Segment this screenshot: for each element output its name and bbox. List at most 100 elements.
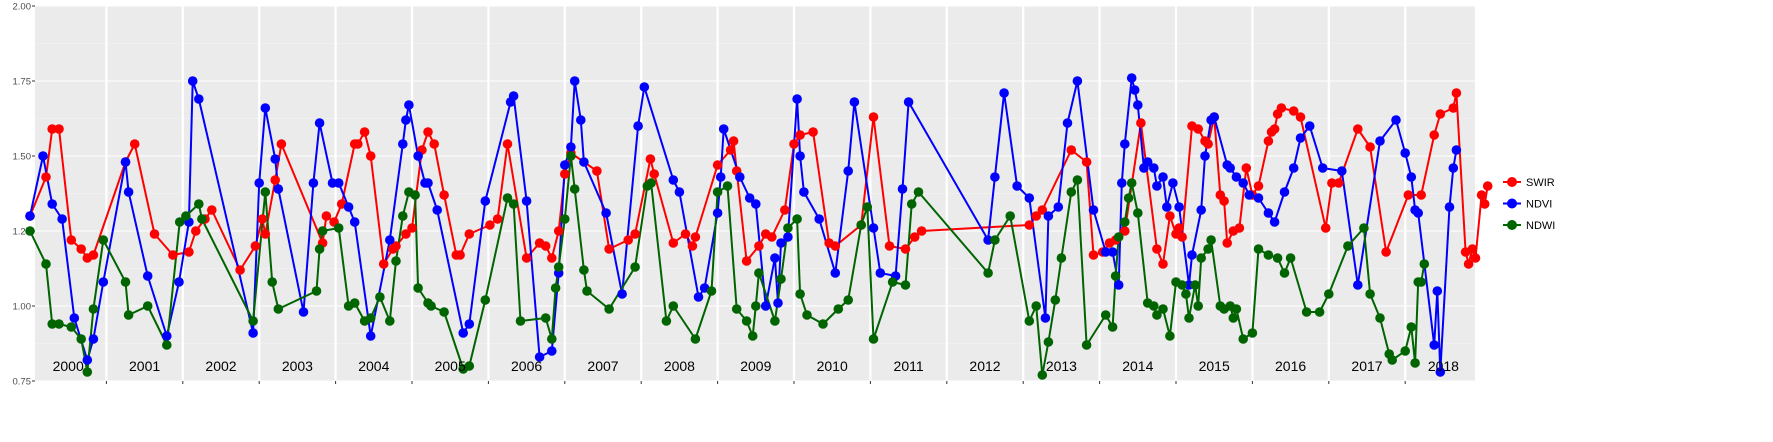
- data-point-swir: [909, 232, 920, 242]
- data-point-swir: [808, 127, 818, 137]
- data-point-ndvi: [770, 253, 780, 263]
- data-point-swir: [553, 226, 564, 236]
- data-point-swir: [1253, 181, 1264, 191]
- data-point-ndvi: [799, 187, 809, 197]
- data-point-ndwi: [856, 220, 866, 230]
- data-point-ndwi: [582, 286, 592, 296]
- data-point-swir: [407, 223, 417, 233]
- data-point-ndwi: [1285, 253, 1296, 263]
- data-point-ndwi: [1031, 301, 1041, 311]
- legend-key-point: [1507, 220, 1517, 230]
- data-point-ndwi: [317, 226, 328, 236]
- data-point-ndvi: [983, 235, 993, 245]
- data-point-swir: [1165, 211, 1175, 221]
- data-point-ndwi: [1149, 301, 1159, 311]
- data-point-ndwi: [25, 226, 35, 236]
- data-point-ndwi: [1005, 211, 1015, 221]
- data-point-ndvi: [1269, 217, 1280, 227]
- data-point-ndwi: [1410, 358, 1420, 368]
- year-label: 2006: [511, 358, 542, 374]
- data-point-ndwi: [426, 301, 436, 311]
- data-point-ndwi: [1037, 370, 1048, 380]
- data-point-ndwi: [142, 301, 153, 311]
- data-point-ndwi: [913, 187, 924, 197]
- y-axis: 0.75 1.00 1.25 1.50 1.75 2.00: [13, 2, 35, 388]
- data-point-ndvi: [404, 100, 414, 110]
- data-point-swir: [630, 229, 640, 239]
- data-point-swir: [687, 241, 698, 251]
- year-label: 2007: [587, 358, 618, 374]
- data-point-ndwi: [1324, 289, 1334, 299]
- data-point-ndwi: [260, 187, 271, 197]
- data-point-swir: [754, 241, 764, 251]
- data-point-ndvi: [1152, 181, 1162, 191]
- data-point-ndwi: [1107, 322, 1118, 332]
- data-point-swir: [1066, 145, 1077, 155]
- data-point-ndvi: [314, 118, 325, 128]
- year-label: 2008: [664, 358, 695, 374]
- data-point-ndwi: [1133, 208, 1143, 218]
- data-point-ndvi: [1062, 118, 1073, 128]
- data-point-swir: [235, 265, 245, 275]
- data-point-swir: [767, 232, 777, 242]
- data-point-ndvi: [480, 196, 491, 206]
- data-point-ndvi: [601, 208, 611, 218]
- data-point-swir: [1024, 220, 1035, 230]
- year-label: 2012: [969, 358, 1000, 374]
- data-point-ndwi: [162, 340, 172, 350]
- data-point-ndwi: [731, 304, 742, 314]
- data-point-ndvi: [1168, 178, 1178, 188]
- data-point-swir: [690, 232, 701, 242]
- data-point-ndwi: [547, 334, 557, 344]
- data-point-ndwi: [333, 223, 344, 233]
- data-point-ndvi: [98, 277, 109, 287]
- data-point-ndvi: [69, 313, 80, 323]
- data-point-swir: [1037, 205, 1048, 215]
- data-point-ndwi: [1406, 322, 1417, 332]
- data-point-ndvi: [735, 172, 745, 182]
- data-point-ndvi: [744, 193, 755, 203]
- data-point-ndvi: [1304, 121, 1315, 131]
- data-point-ndvi: [82, 355, 93, 365]
- data-point-swir: [353, 139, 363, 149]
- data-point-swir: [1158, 259, 1168, 269]
- data-point-ndwi: [553, 262, 564, 272]
- data-point-ndvi: [897, 184, 908, 194]
- data-point-swir: [401, 229, 411, 239]
- data-point-ndvi: [1400, 148, 1410, 158]
- legend-label: NDVI: [1526, 199, 1552, 211]
- data-point-ndvi: [990, 172, 1000, 182]
- data-point-ndvi: [1187, 250, 1197, 260]
- data-point-ndwi: [792, 214, 802, 224]
- data-point-swir: [741, 256, 752, 266]
- data-point-swir: [1448, 103, 1459, 113]
- data-point-swir: [1288, 106, 1299, 116]
- year-label: 2004: [358, 358, 389, 374]
- data-point-ndvi: [508, 91, 519, 101]
- data-point-swir: [789, 139, 799, 149]
- data-point-ndwi: [1072, 175, 1083, 185]
- data-point-ndwi: [646, 178, 656, 188]
- data-point-ndwi: [1110, 271, 1121, 281]
- data-point-ndwi: [1126, 178, 1137, 188]
- data-point-ndwi: [604, 304, 614, 314]
- data-point-ndvi: [333, 178, 344, 188]
- data-point-ndvi: [1288, 163, 1299, 173]
- data-point-ndwi: [754, 268, 764, 278]
- data-point-ndvi: [413, 151, 423, 161]
- year-label: 2018: [1428, 358, 1459, 374]
- data-point-ndvi: [365, 331, 376, 341]
- data-point-ndwi: [1416, 277, 1426, 287]
- data-point-swir: [1353, 124, 1363, 134]
- data-point-ndwi: [1165, 331, 1175, 341]
- data-point-ndwi: [1152, 310, 1162, 320]
- data-point-swir: [149, 229, 160, 239]
- data-point-ndvi: [270, 154, 281, 164]
- data-point-swir: [1263, 136, 1274, 146]
- data-point-ndvi: [1113, 280, 1124, 290]
- data-point-ndwi: [1043, 337, 1054, 347]
- year-label: 2017: [1351, 358, 1382, 374]
- data-point-ndwi: [398, 211, 408, 221]
- grid-minor: [35, 43, 1475, 344]
- data-point-swir: [54, 124, 64, 134]
